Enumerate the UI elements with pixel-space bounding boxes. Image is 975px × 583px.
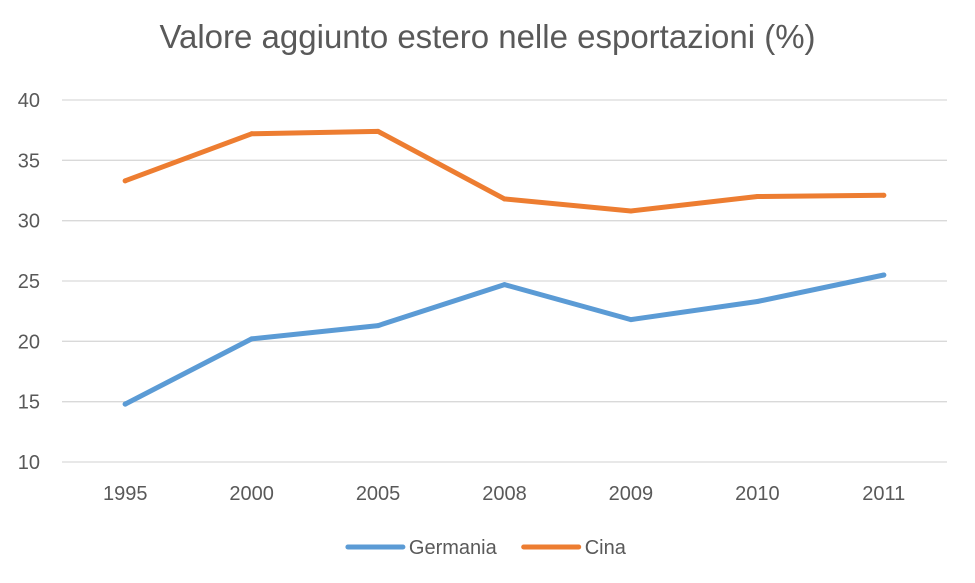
data-point bbox=[122, 401, 128, 407]
data-point bbox=[881, 272, 887, 278]
x-tick-label: 2010 bbox=[735, 483, 780, 505]
data-point bbox=[628, 208, 634, 214]
y-tick-label: 10 bbox=[18, 452, 40, 474]
x-tick-label: 2008 bbox=[482, 483, 527, 505]
x-tick-label: 2011 bbox=[862, 483, 905, 505]
legend-label: Cina bbox=[585, 537, 627, 559]
series-line-germania bbox=[122, 272, 887, 407]
data-point bbox=[502, 282, 507, 288]
data-point bbox=[754, 299, 760, 305]
x-tick-label: 2000 bbox=[229, 483, 274, 505]
y-tick-label: 40 bbox=[18, 90, 40, 112]
y-tick-label: 35 bbox=[18, 150, 40, 172]
x-tick-label: 2005 bbox=[356, 483, 401, 505]
data-point bbox=[502, 196, 507, 202]
legend-item-cina: Cina bbox=[521, 537, 627, 559]
data-point bbox=[375, 128, 381, 134]
x-tick-label: 1995 bbox=[103, 483, 148, 505]
data-point bbox=[249, 131, 255, 137]
data-point bbox=[249, 336, 255, 342]
y-tick-label: 25 bbox=[18, 271, 40, 293]
data-point bbox=[375, 323, 381, 329]
chart-title: Valore aggiunto estero nelle esportazion… bbox=[159, 18, 816, 55]
y-tick-label: 15 bbox=[18, 392, 40, 414]
x-tick-label: 2009 bbox=[609, 483, 654, 505]
legend-label: Germania bbox=[409, 537, 498, 559]
legend-item-germania: Germania bbox=[345, 537, 498, 559]
data-point bbox=[122, 178, 128, 184]
data-point bbox=[628, 317, 634, 323]
y-tick-label: 30 bbox=[18, 211, 40, 233]
y-tick-label: 20 bbox=[18, 331, 40, 353]
data-point bbox=[881, 192, 887, 198]
data-point bbox=[754, 194, 760, 200]
